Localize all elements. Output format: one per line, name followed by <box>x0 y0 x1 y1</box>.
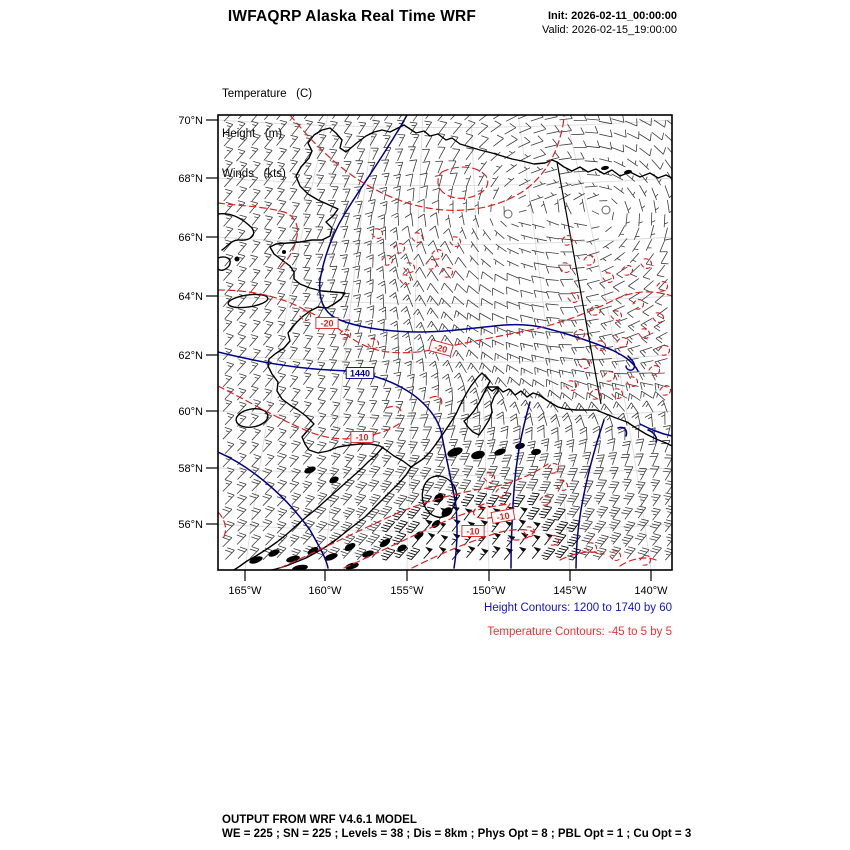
svg-text:-10: -10 <box>466 527 479 537</box>
wind-barbs <box>222 115 672 561</box>
svg-text:160°W: 160°W <box>308 585 342 597</box>
svg-text:140°W: 140°W <box>634 585 668 597</box>
svg-text:-20: -20 <box>433 342 448 355</box>
page-title: IWFAQRP Alaska Real Time WRF <box>227 8 477 25</box>
wind-barb-pennants-strong <box>413 505 553 554</box>
circulation-center-marker-2 <box>601 205 611 215</box>
contour-label: -20 <box>315 317 339 329</box>
contour-label: -10 <box>350 431 374 443</box>
alaska-canada-border <box>556 161 602 405</box>
valid-time: Valid: 2026-02-15_19:00:00 <box>542 23 677 36</box>
footer-config-line: WE = 225 ; SN = 225 ; Levels = 38 ; Dis … <box>222 827 692 840</box>
run-times: Init: 2026-02-11_00:00:00 Valid: 2026-02… <box>447 10 677 37</box>
svg-text:62°N: 62°N <box>178 350 203 362</box>
temperature-contour-fragments <box>299 228 672 566</box>
coastline <box>218 124 672 570</box>
svg-text:165°W: 165°W <box>228 585 262 597</box>
svg-text:56°N: 56°N <box>178 519 203 531</box>
svg-text:64°N: 64°N <box>178 291 203 303</box>
map-frame <box>217 114 673 571</box>
island-blobs <box>234 165 632 570</box>
svg-text:150°W: 150°W <box>472 585 506 597</box>
svg-text:58°N: 58°N <box>178 463 203 475</box>
temperature-contours-caption: Temperature Contours: -45 to 5 by 5 <box>487 626 672 638</box>
contour-value-labels: -20 -20 1440 -10 -10 -10 <box>315 317 516 537</box>
svg-text:66°N: 66°N <box>178 232 203 244</box>
cook-inlet-west <box>410 443 437 468</box>
svg-text:145°W: 145°W <box>553 585 587 597</box>
contour-label: 1440 <box>345 367 375 379</box>
kenai-peninsula <box>463 386 499 436</box>
init-time: Init: 2026-02-11_00:00:00 <box>547 10 677 22</box>
svg-text:70°N: 70°N <box>178 115 203 127</box>
chukotka-coast <box>218 213 255 271</box>
axis-tick-labels: 70°N 68°N 66°N 64°N 62°N 60°N 58°N 56°N 165°W 160… <box>178 115 668 597</box>
svg-text:155°W: 155°W <box>390 585 424 597</box>
circulation-center-marker <box>503 209 513 219</box>
arctic-coast <box>300 124 672 179</box>
footer-model-line: OUTPUT FROM WRF V4.6.1 MODEL <box>222 814 417 826</box>
temperature-contours <box>218 115 672 569</box>
gulf-coast <box>435 372 672 447</box>
height-contours-caption: Height Contours: 1200 to 1740 by 60 <box>484 602 672 614</box>
svg-text:-10: -10 <box>496 510 511 522</box>
svg-text:68°N: 68°N <box>178 173 203 185</box>
contour-label: -10 <box>461 525 485 537</box>
contour-label: -10 <box>490 508 516 524</box>
svg-text:1440: 1440 <box>350 369 370 379</box>
svg-text:-20: -20 <box>320 319 333 329</box>
contour-label: -20 <box>428 339 454 357</box>
legend-temperature: Temperature (C) <box>222 88 313 101</box>
alaska-peninsula-coast <box>233 446 384 570</box>
height-contours <box>218 115 672 569</box>
nunivak-island <box>235 408 269 428</box>
st-lawrence-island <box>227 293 269 309</box>
axis-ticks <box>206 119 652 581</box>
svg-text:60°N: 60°N <box>178 406 203 418</box>
svg-text:-10: -10 <box>355 433 368 443</box>
model-footer: OUTPUT FROM WRF V4.6.1 MODEL WE = 225 ; … <box>222 814 691 841</box>
